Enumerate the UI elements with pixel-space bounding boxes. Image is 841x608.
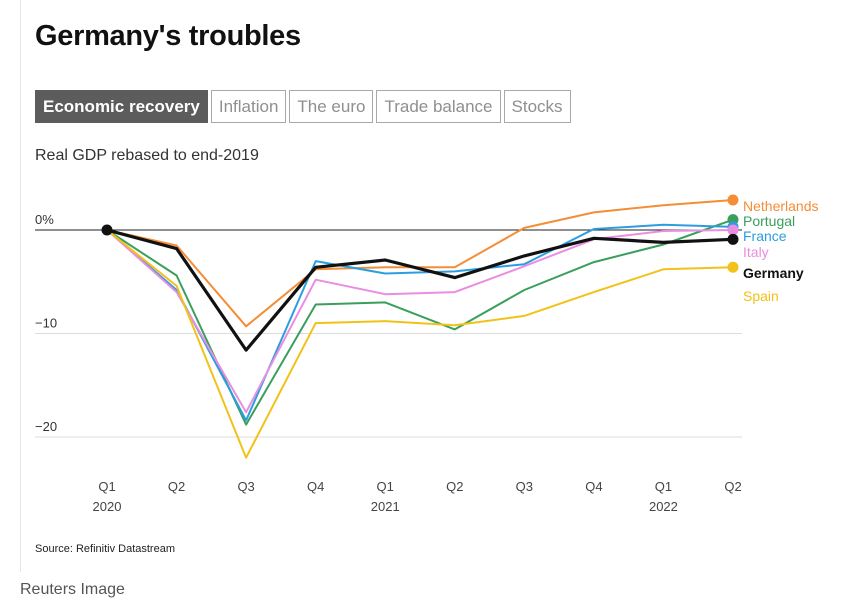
end-point-italy xyxy=(727,224,739,236)
x-tick-label: Q2 xyxy=(446,479,463,494)
series-lines xyxy=(105,199,735,459)
line-germany xyxy=(105,228,735,352)
y-tick-label: −20 xyxy=(35,419,57,434)
x-tick-label: Q2 xyxy=(724,479,741,494)
end-point-spain xyxy=(727,261,739,273)
series-label-portugal: Portugal xyxy=(743,213,795,229)
y-axis-ticks: 0% −10 −20 xyxy=(35,212,57,434)
end-point-germany xyxy=(727,233,739,245)
source-note: Source: Refinitiv Datastream xyxy=(35,543,175,555)
series-label-germany: Germany xyxy=(743,265,804,281)
line-france xyxy=(106,223,734,422)
x-tick-label: Q3 xyxy=(516,479,533,494)
line-netherlands xyxy=(106,199,734,328)
series-label-netherlands: Netherlands xyxy=(743,198,819,214)
x-tick-label: Q1 xyxy=(377,479,394,494)
end-point-netherlands xyxy=(727,194,739,206)
series-label-spain: Spain xyxy=(743,288,779,304)
tab-economic-recovery[interactable]: Economic recovery xyxy=(35,90,208,123)
gridlines xyxy=(35,229,742,438)
x-axis-ticks: Q1 2020 Q2 Q3 Q4 Q1 2021 Q2 Q3 Q4 Q1 2022 Q2 xyxy=(93,479,742,514)
start-point-germany xyxy=(101,224,113,236)
x-tick-label: Q1 xyxy=(98,479,115,494)
series-end-points xyxy=(101,194,739,273)
line-spain xyxy=(106,229,734,459)
x-tick-label: Q2 xyxy=(168,479,185,494)
chart-subtitle: Real GDP rebased to end-2019 xyxy=(35,147,259,164)
tab-stocks[interactable]: Stocks xyxy=(503,90,571,123)
x-tick-year-label: 2021 xyxy=(371,499,400,514)
series-label-italy: Italy xyxy=(743,244,769,260)
tab-bar: Economic recovery Inflation The euro Tra… xyxy=(35,90,571,123)
tab-trade-balance[interactable]: Trade balance xyxy=(376,90,501,123)
image-caption: Reuters Image xyxy=(20,581,125,598)
x-tick-label: Q4 xyxy=(585,479,602,494)
x-tick-year-label: 2022 xyxy=(649,499,678,514)
series-label-france: France xyxy=(743,228,787,244)
y-tick-label: −10 xyxy=(35,316,57,331)
line-portugal xyxy=(106,218,734,426)
x-tick-label: Q4 xyxy=(307,479,324,494)
x-tick-label: Q1 xyxy=(655,479,672,494)
line-italy xyxy=(106,229,734,414)
tab-the-euro[interactable]: The euro xyxy=(289,90,374,123)
chart-title: Germany's troubles xyxy=(35,20,301,52)
tab-inflation[interactable]: Inflation xyxy=(210,90,287,123)
y-tick-label: 0% xyxy=(35,212,54,227)
x-tick-year-label: 2020 xyxy=(93,499,122,514)
figure-frame xyxy=(20,0,841,572)
x-tick-label: Q3 xyxy=(237,479,254,494)
